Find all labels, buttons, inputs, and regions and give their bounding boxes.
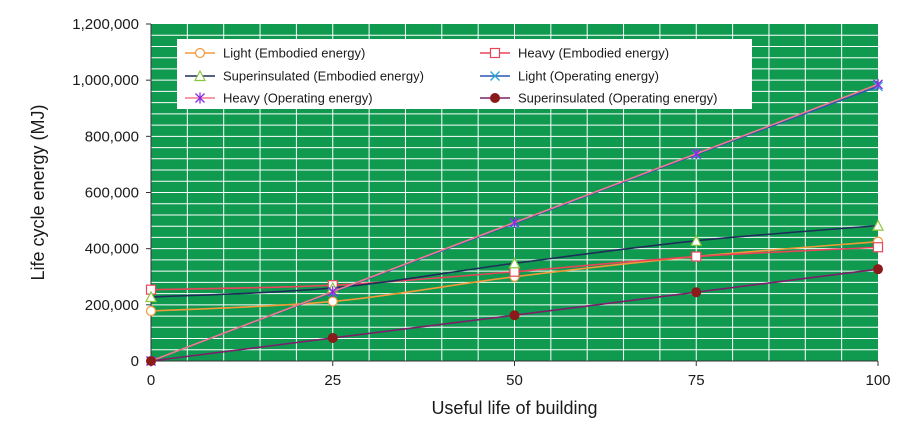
legend-label: Heavy (Operating energy): [223, 91, 373, 106]
x-tick-labels: 0 25 50 75 100: [147, 372, 891, 389]
x-tick-label: 0: [147, 372, 155, 389]
data-point: [327, 332, 338, 343]
data-point: [145, 305, 157, 317]
data-point: [872, 219, 884, 231]
y-tick-label: 1,000,000: [72, 72, 139, 89]
series-5: [146, 78, 883, 367]
y-tick-label: 1,200,000: [72, 16, 139, 33]
x-axis-title: Useful life of building: [431, 398, 597, 418]
data-point: [873, 78, 883, 90]
legend-swatch-marker: [194, 69, 206, 82]
data-point: [690, 234, 703, 246]
x-tick-label: 75: [688, 372, 705, 389]
legend-label: Heavy (Embodied energy): [518, 46, 669, 61]
data-point: [327, 296, 338, 307]
data-point: [509, 266, 520, 277]
data-point: [145, 290, 157, 303]
legend-swatch-marker: [195, 92, 205, 104]
legend-label: Light (Embodied energy): [223, 46, 365, 61]
y-tick-labels: 0 200,000 400,000 600,000 800,000 1,000,000 1,…: [72, 16, 139, 370]
series-6: [146, 264, 883, 366]
data-point: [509, 310, 520, 321]
y-tick-label: 400,000: [85, 241, 139, 258]
legend-box: [177, 39, 752, 109]
legend-item-1: Light (Embodied energy): [185, 46, 365, 61]
legend-item-3: Superinsulated (Embodied energy): [185, 69, 424, 84]
data-point: [509, 217, 520, 229]
y-tick-label: 800,000: [85, 128, 139, 145]
data-point: [508, 256, 521, 269]
y-tick-label: 600,000: [85, 185, 139, 202]
legend-label: Superinsulated (Embodied energy): [223, 69, 424, 84]
data-point: [146, 356, 156, 366]
legend-swatch-marker: [490, 71, 500, 81]
legend-swatch-marker: [489, 47, 501, 59]
series-group: [145, 78, 884, 367]
y-tick-label: 0: [131, 353, 139, 370]
x-tick-label: 100: [865, 372, 890, 389]
legend-label: Superinsulated (Operating energy): [518, 91, 717, 106]
y-tick-label: 200,000: [85, 297, 139, 314]
data-point: [327, 286, 338, 298]
data-point: [872, 242, 884, 253]
data-point: [873, 264, 883, 275]
legend: Light (Embodied energy) Heavy (Embodied e…: [177, 39, 752, 109]
legend-item-6: Superinsulated (Operating energy): [480, 91, 717, 106]
legend-item-2: Heavy (Embodied energy): [480, 46, 669, 61]
legend-swatch-marker: [194, 47, 206, 59]
data-point: [691, 287, 702, 298]
legend-label: Light (Operating energy): [518, 69, 659, 84]
x-tick-label: 50: [506, 372, 523, 389]
legend-item-4: Light (Operating energy): [480, 69, 659, 84]
legend-item-5: Heavy (Operating energy): [185, 91, 373, 106]
data-point: [691, 148, 702, 160]
data-point: [691, 251, 702, 262]
y-axis-title: Life cycle energy (MJ): [28, 104, 48, 280]
x-tick-label: 25: [324, 372, 341, 389]
legend-swatch-marker: [490, 93, 500, 103]
grid-lines: [151, 24, 878, 361]
